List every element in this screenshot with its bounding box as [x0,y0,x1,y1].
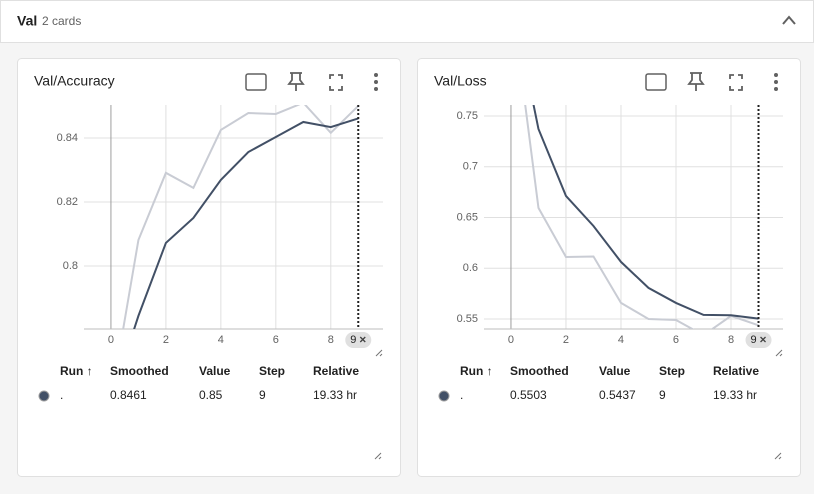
table-header[interactable]: Step [659,364,685,378]
x-tick-label: 0 [108,334,114,346]
table-cell: 19.33 hr [313,388,357,402]
section-header[interactable] [0,0,814,43]
section-title: Val [17,13,37,29]
y-tick-label: 0.65 [457,211,478,223]
table-cell: . [60,388,63,402]
table-header[interactable]: Relative [713,364,759,378]
y-tick-label: 0.84 [57,132,78,144]
table-cell: 0.8461 [110,388,147,402]
pin-icon[interactable] [687,72,705,91]
x-tick-label: 8 [728,334,734,346]
x-tick-label: 8 [328,334,334,346]
y-tick-label: 0.75 [457,110,478,122]
resize-grip[interactable] [774,452,782,460]
card: Val/Accuracy 0.8 0.82 0.84 0 2 4 6 8 9 Run ↑ Smooth… [17,58,401,477]
cursor-close[interactable] [359,336,366,343]
resize-grip[interactable] [775,349,783,357]
resize-grip[interactable] [375,349,383,357]
x-tick-label: 6 [673,334,679,346]
table-cell: 9 [659,388,666,402]
section-subtitle: 2 cards [42,14,81,28]
table-header[interactable]: Value [199,364,231,378]
y-tick-label: 0.7 [463,161,478,173]
series-line [133,117,359,329]
resize-grip[interactable] [374,452,382,460]
table-cell: 0.85 [199,388,223,402]
fit-icon[interactable] [645,73,667,91]
collapse-icon[interactable] [782,15,796,25]
pin-icon[interactable] [287,72,305,91]
series-line [524,105,759,329]
table-header[interactable]: Value [599,364,631,378]
x-tick-label: 6 [273,334,279,346]
fullscreen-icon[interactable] [729,74,743,91]
run-swatch [438,390,450,402]
table-cell: 0.5437 [599,388,636,402]
y-tick-label: 0.82 [57,196,78,208]
card-title: Val/Accuracy [34,73,115,89]
y-tick-label: 0.8 [63,260,78,272]
series-line [532,105,759,320]
menu-dot[interactable] [774,73,778,77]
cursor-step: 9 [350,334,356,346]
y-tick-label: 0.55 [457,313,478,325]
series-line [122,105,359,329]
menu-dot[interactable] [374,73,378,77]
fullscreen-icon[interactable] [329,74,343,91]
x-tick-label: 2 [163,334,169,346]
card: Val/Loss 0.55 0.6 0.65 0.7 0.75 0 2 4 6 8 9 Run ↑ Smo… [417,58,801,477]
table-header[interactable]: Run ↑ [60,364,93,378]
y-tick-label: 0.6 [463,262,478,274]
table-header[interactable]: Smoothed [110,364,169,378]
cursor-close[interactable] [760,336,766,343]
menu-dot[interactable] [374,80,378,84]
table-cell: 9 [259,388,266,402]
cursor-chip[interactable] [745,332,772,348]
card-frame [17,58,401,477]
card-frame [417,58,801,477]
table-header[interactable]: Step [259,364,285,378]
x-tick-label: 0 [508,334,514,346]
x-tick-label: 2 [563,334,569,346]
run-swatch [38,390,50,402]
table-cell: . [460,388,463,402]
cursor-chip[interactable] [345,332,372,348]
cursor-step: 9 [750,334,756,346]
table-header[interactable]: Run ↑ [460,364,493,378]
fit-icon[interactable] [245,73,267,91]
table-header[interactable]: Relative [313,364,359,378]
table-header[interactable]: Smoothed [510,364,569,378]
menu-dot[interactable] [374,87,378,91]
menu-dot[interactable] [774,80,778,84]
x-tick-label: 4 [618,334,624,346]
menu-dot[interactable] [774,87,778,91]
table-cell: 19.33 hr [713,388,757,402]
card-title: Val/Loss [434,73,487,89]
table-cell: 0.5503 [510,388,547,402]
x-tick-label: 4 [218,334,224,346]
